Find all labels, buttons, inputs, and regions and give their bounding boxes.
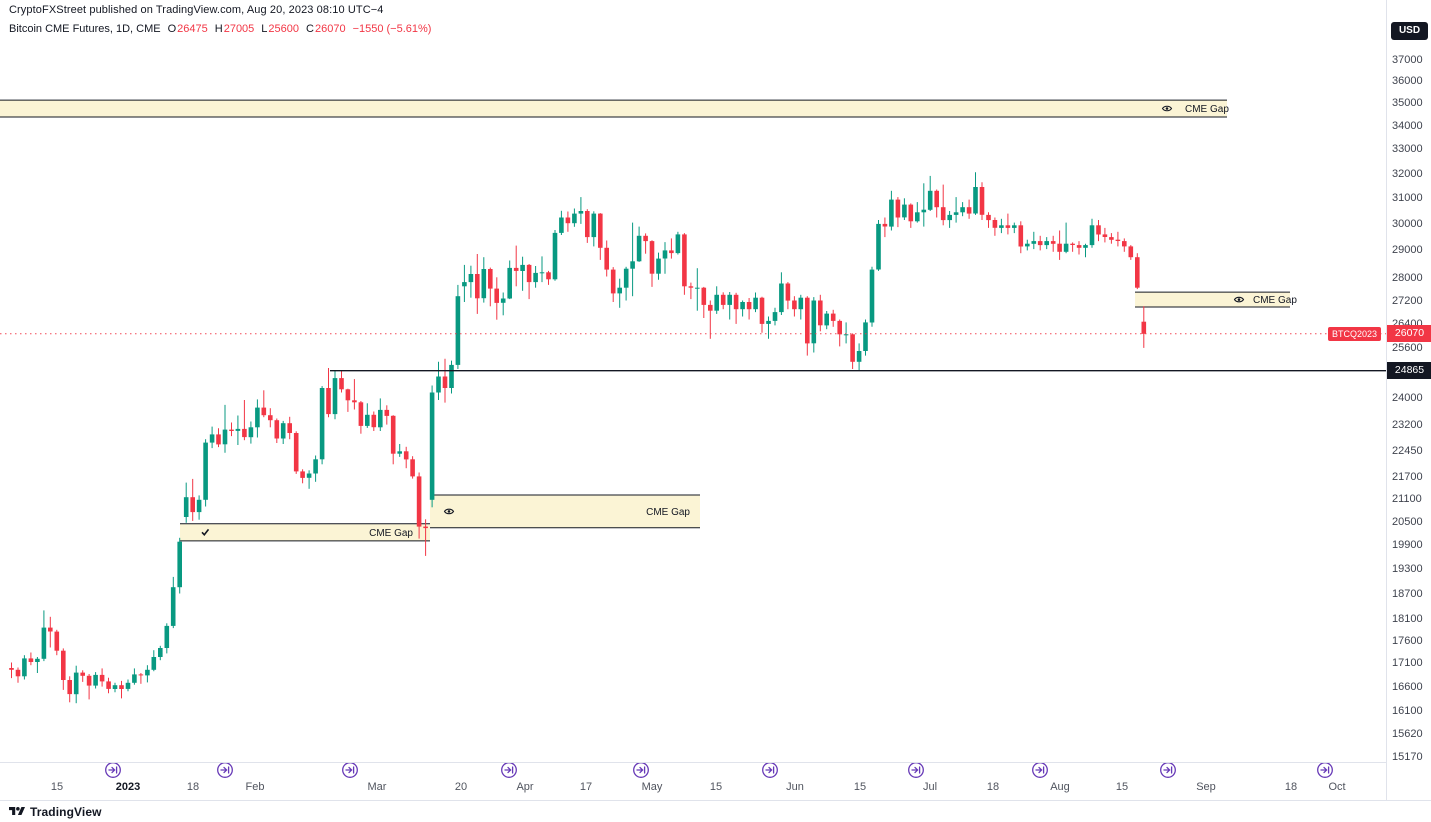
price-axis-label: 27200 bbox=[1392, 294, 1423, 307]
tradingview-logo-icon[interactable] bbox=[9, 805, 25, 818]
time-axis-label: Feb bbox=[245, 781, 265, 793]
price-axis-label: 15170 bbox=[1392, 751, 1423, 763]
legend-ohlc-value: 26475 bbox=[177, 23, 208, 35]
time-axis-label: Oct bbox=[1328, 781, 1346, 793]
time-axis-label: Aug bbox=[1050, 781, 1070, 793]
price-axis-label: 15620 bbox=[1392, 728, 1423, 741]
eye-icon bbox=[1233, 296, 1245, 303]
price-axis-label: 28000 bbox=[1392, 271, 1423, 284]
time-axis-label: May bbox=[641, 781, 663, 793]
contract-ticker-tag: BTCQ2023 bbox=[1328, 326, 1382, 341]
price-axis-label: 36000 bbox=[1392, 75, 1423, 88]
price-axis-label: 20500 bbox=[1392, 515, 1423, 528]
price-axis-label: 17100 bbox=[1392, 657, 1423, 670]
price-axis-label: 32000 bbox=[1392, 167, 1423, 180]
price-lines-layer[interactable] bbox=[0, 333, 1386, 372]
legend-ohlc-key: O bbox=[167, 23, 177, 35]
price-axis-label: 30000 bbox=[1392, 217, 1423, 230]
time-axis-label: 18 bbox=[186, 781, 200, 793]
time-axis[interactable]: 15 2023 18 Feb Mar 20 Apr 17 May 15 Jun 15 Jul 18 Aug 1… bbox=[0, 762, 1431, 800]
contract-rollover-icon[interactable] bbox=[1032, 762, 1048, 778]
time-axis-label: 15 bbox=[853, 781, 867, 793]
time-axis-label: Mar bbox=[367, 781, 387, 793]
contract-rollover-markers[interactable] bbox=[105, 762, 1333, 778]
price-axis-label: 16100 bbox=[1392, 704, 1423, 717]
eye-icon bbox=[443, 508, 455, 515]
time-axis-label: 15 bbox=[50, 781, 64, 793]
legend-ohlc-key: H bbox=[214, 23, 223, 35]
time-axis-label: 20 bbox=[454, 781, 468, 793]
time-axis-label: 18 bbox=[1284, 781, 1298, 793]
price-axis-label: 35000 bbox=[1392, 97, 1423, 110]
contract-rollover-icon[interactable] bbox=[1317, 762, 1333, 778]
legend-change: −1550 (−5.61%) bbox=[352, 23, 432, 35]
time-axis-label: 17 bbox=[579, 781, 593, 793]
gap-label: CME Gap bbox=[646, 507, 690, 518]
time-axis-label: Sep bbox=[1196, 781, 1216, 793]
price-axis-label: 31000 bbox=[1392, 192, 1423, 205]
currency-badge[interactable]: USD bbox=[1391, 22, 1428, 40]
legend-ohlc-value: 26070 bbox=[314, 23, 346, 35]
time-axis-label: 18 bbox=[986, 781, 1000, 793]
price-axis-label: 21700 bbox=[1392, 471, 1423, 484]
candles-layer bbox=[9, 172, 1147, 704]
gap-label: CME Gap bbox=[369, 528, 413, 539]
price-axis-label: 18100 bbox=[1392, 613, 1423, 625]
candlestick-chart[interactable]: CME Gap CME Gap CME Gap CME Gap bbox=[0, 0, 1386, 800]
time-axis-label: 15 bbox=[1115, 781, 1129, 793]
price-axis-label: 34000 bbox=[1392, 120, 1423, 133]
gap-label: CME Gap bbox=[1185, 104, 1229, 115]
price-axis-label: 33000 bbox=[1392, 143, 1423, 156]
legend-ohlc-value: 25600 bbox=[268, 23, 300, 35]
price-axis-label: 19300 bbox=[1392, 562, 1423, 575]
legend-symbol[interactable]: Bitcoin CME Futures, 1D, CME bbox=[9, 23, 161, 35]
contract-rollover-icon[interactable] bbox=[1160, 762, 1176, 778]
legend-ohlc-value: 27005 bbox=[223, 23, 255, 35]
cme-gap-drawings[interactable]: CME Gap CME Gap CME Gap CME Gap bbox=[0, 99, 1297, 542]
attribution-text: CryptoFXStreet published on TradingView.… bbox=[9, 4, 384, 16]
current-price-badge: 26070 bbox=[1387, 325, 1431, 343]
symbol-legend[interactable]: Bitcoin CME Futures, 1D, CME O26475 H27005… bbox=[9, 23, 431, 35]
price-axis-label: 25600 bbox=[1392, 341, 1423, 354]
time-axis-label: 2023 bbox=[115, 781, 141, 793]
time-axis-label: Jul bbox=[922, 781, 938, 793]
price-axis-label: 37000 bbox=[1392, 54, 1423, 66]
price-axis-label: 22450 bbox=[1392, 444, 1423, 457]
price-axis-label: 29000 bbox=[1392, 244, 1423, 257]
time-axis-label: Apr bbox=[516, 781, 534, 793]
price-level-badge: 24865 bbox=[1387, 362, 1431, 380]
price-axis-label: 21100 bbox=[1392, 493, 1422, 506]
price-axis-label: 23200 bbox=[1392, 418, 1423, 431]
legend-ohlc-key: L bbox=[261, 23, 268, 35]
price-axis[interactable]: USD 37000 36000 35000 34000 33000 32000 31000 3… bbox=[1386, 0, 1431, 800]
legend-ohlc-key: C bbox=[306, 23, 314, 35]
footer-bar: TradingView bbox=[0, 800, 1431, 822]
eye-icon bbox=[1161, 105, 1173, 112]
time-axis-label: 15 bbox=[709, 781, 723, 793]
price-axis-label: 17600 bbox=[1392, 634, 1423, 647]
gap-label: CME Gap bbox=[1253, 295, 1297, 306]
price-axis-label: 24000 bbox=[1392, 392, 1423, 405]
chart-header: CryptoFXStreet published on TradingView.… bbox=[9, 4, 431, 35]
time-axis-label: Jun bbox=[786, 781, 804, 793]
price-axis-label: 18700 bbox=[1392, 587, 1423, 600]
price-axis-label: 19900 bbox=[1392, 538, 1423, 551]
check-icon bbox=[201, 528, 210, 537]
tradingview-brand[interactable]: TradingView bbox=[30, 804, 102, 819]
price-axis-label: 16600 bbox=[1392, 680, 1423, 693]
